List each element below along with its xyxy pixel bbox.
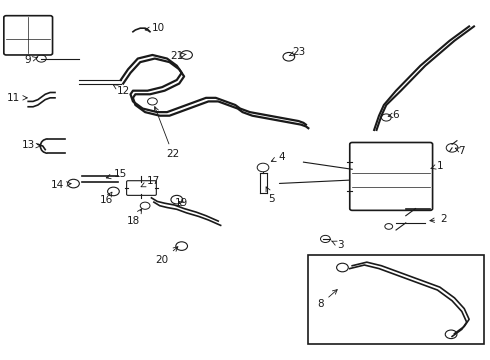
Text: 21: 21 [170, 51, 186, 61]
Text: 15: 15 [106, 168, 127, 179]
Text: 7: 7 [455, 146, 465, 156]
Text: 19: 19 [175, 198, 188, 208]
FancyBboxPatch shape [350, 143, 433, 210]
Text: 2: 2 [430, 214, 446, 224]
Text: 23: 23 [289, 47, 305, 57]
Text: 13: 13 [22, 140, 41, 150]
FancyBboxPatch shape [126, 181, 156, 195]
Text: 8: 8 [317, 289, 337, 309]
Text: 3: 3 [331, 240, 343, 250]
Text: 11: 11 [7, 93, 27, 103]
Text: 14: 14 [51, 180, 71, 190]
Text: 10: 10 [145, 23, 165, 33]
Text: 16: 16 [99, 192, 113, 205]
Text: 17: 17 [141, 176, 160, 187]
Text: 9: 9 [25, 55, 37, 65]
Text: 6: 6 [388, 110, 399, 120]
Text: 1: 1 [431, 161, 443, 171]
Text: 12: 12 [113, 85, 130, 96]
Bar [308, 255, 484, 344]
FancyBboxPatch shape [4, 16, 52, 55]
Text: 22: 22 [154, 107, 179, 159]
Text: 4: 4 [271, 152, 285, 162]
Text: 5: 5 [266, 187, 275, 203]
Text: 18: 18 [127, 209, 142, 226]
Text: 20: 20 [156, 247, 178, 265]
